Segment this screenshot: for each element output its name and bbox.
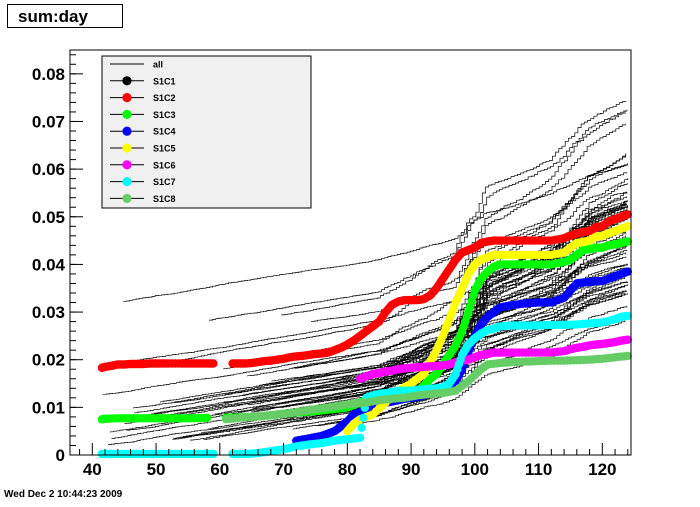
all-line [124,247,626,424]
y-tick-label: 0.02 [32,351,65,370]
legend-dot-marker [122,160,132,170]
legend-label: S1C8 [153,194,176,204]
all-line [252,235,627,409]
x-tick-label: 80 [338,460,357,479]
axes-layer: 0 0.01 0.02 0.03 0.04 0.05 0.06 0.07 0.08 40 50 60 7… [32,49,632,479]
data-point [623,335,632,344]
legend-dot-marker [122,177,132,187]
data-point [357,423,366,432]
y-tick-label: 0.04 [32,255,66,274]
data-point [623,210,632,219]
all-line [209,109,628,321]
x-tick-label: 50 [147,460,166,479]
y-tick-label: 0.06 [32,160,65,179]
all-line [173,244,627,440]
data-point [623,237,632,246]
x-tick-label: 90 [402,460,421,479]
legend-label: S1C6 [153,160,176,170]
all-line [133,163,629,409]
y-tick-label: 0.03 [32,303,65,322]
series-s1c6 [355,335,632,383]
all-line [102,256,627,395]
legend-dot-marker [122,143,132,153]
x-tick-label: 60 [210,460,229,479]
all-line [223,154,626,403]
legend-dot-marker [122,126,132,136]
legend-dot-marker [122,109,132,119]
x-tick-label: 40 [83,460,102,479]
chart-title: sum:day [18,7,88,26]
x-tick-label: 110 [525,460,552,479]
all-line [232,199,629,365]
series-layer [97,210,632,459]
all-line [350,320,626,425]
legend-label: S1C2 [153,93,176,103]
plot-frame [69,49,632,456]
y-tick-label: 0.05 [32,208,65,227]
legend-label: S1C5 [153,144,176,154]
legend-label: all [153,60,163,70]
chart-title-box: sum:day [7,4,123,28]
y-tick-label: 0 [56,446,65,465]
data-point [623,311,632,321]
legend-dot-marker [122,76,132,86]
x-tick-label: 100 [461,460,489,479]
data-point [359,413,368,422]
legend-label: S1C3 [153,110,176,120]
x-tick-label: 70 [274,460,293,479]
y-tick-label: 0.01 [32,398,65,417]
legend: all S1C1 S1C2 S1C3 S1C4 S1C5 S1C6 S1C7 S1C8 [101,55,312,209]
data-point [209,449,218,459]
series-s1c8 [222,351,632,424]
all-line [281,101,627,316]
all-line [122,164,628,302]
y-tick-label: 0.07 [32,112,65,131]
data-point [623,351,632,361]
y-tick-label: 0.08 [32,65,65,84]
legend-label: S1C7 [153,177,176,187]
data-point [623,267,632,276]
data-point [202,413,212,422]
legend-box [101,55,312,209]
legend-label: S1C4 [153,127,176,137]
legend-label: S1C1 [153,76,176,86]
all-line [135,182,628,417]
all-line [271,252,627,382]
legend-dot-marker [122,93,132,103]
data-point [209,359,218,368]
data-point [623,222,632,231]
data-point [355,433,365,442]
series-s1c5 [343,222,632,436]
x-tick-label: 120 [588,460,616,479]
legend-dot-marker [122,193,132,203]
footer-timestamp: Wed Dec 2 10:44:23 2009 [4,489,123,500]
series-s1c2 [97,210,632,372]
